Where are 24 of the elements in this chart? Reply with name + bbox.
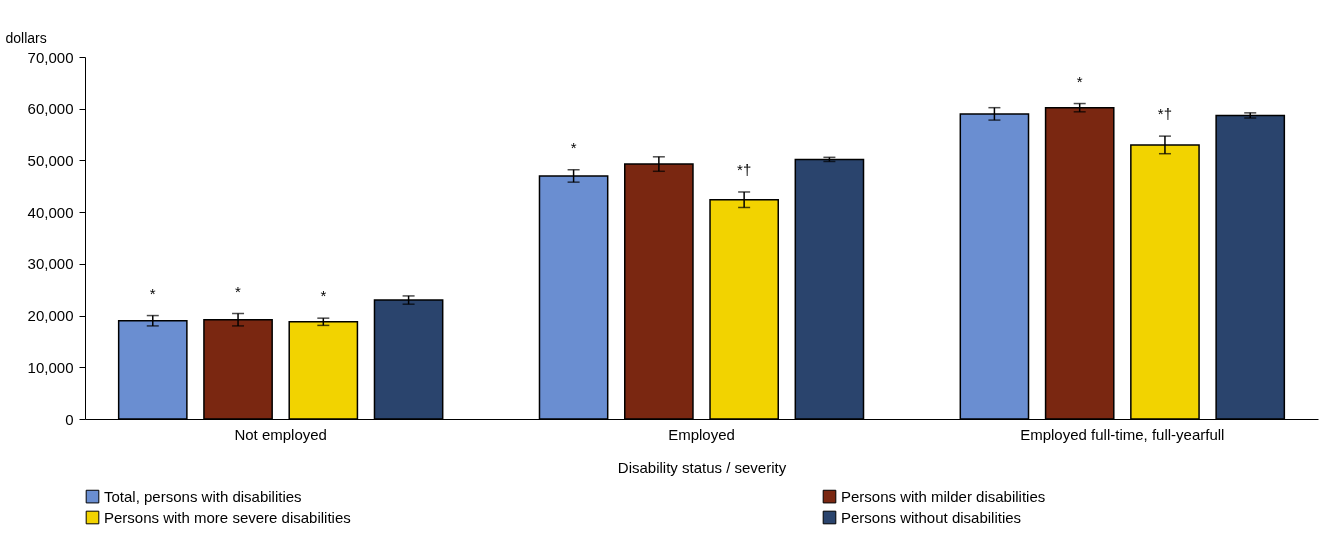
x-tick-label: Employed full-time, full-yearfull xyxy=(1020,425,1225,443)
y-tick-label: 20,000 xyxy=(27,307,74,325)
x-axis-title: Disability status / severity xyxy=(617,458,787,476)
x-tick-label: Not employed xyxy=(234,425,327,443)
legend-label: Total, persons with disabilities xyxy=(104,487,302,505)
y-tick-label: 70,000 xyxy=(27,48,74,66)
data-label: * xyxy=(235,282,242,300)
y-tick-label: 0 xyxy=(65,410,74,428)
data-label: * xyxy=(1076,72,1083,90)
data-label: * xyxy=(149,284,156,302)
data-label: *† xyxy=(737,160,752,178)
data-label: *† xyxy=(1157,105,1173,123)
legend-label: Persons with milder disabilities xyxy=(841,487,1046,505)
y-tick-label: 40,000 xyxy=(27,203,74,221)
data-label: * xyxy=(320,287,327,305)
data-label: * xyxy=(570,138,577,156)
y-tick-label: 30,000 xyxy=(27,255,74,273)
y-axis-title: dollars xyxy=(5,29,47,46)
legend-label: Persons with more severe disabilities xyxy=(104,508,351,526)
legend-label: Persons without disabilities xyxy=(841,508,1022,526)
x-tick-label: Employed xyxy=(668,425,735,443)
y-tick-label: 50,000 xyxy=(27,151,74,169)
y-tick-label: 10,000 xyxy=(27,358,74,376)
y-tick-label: 60,000 xyxy=(27,100,74,118)
